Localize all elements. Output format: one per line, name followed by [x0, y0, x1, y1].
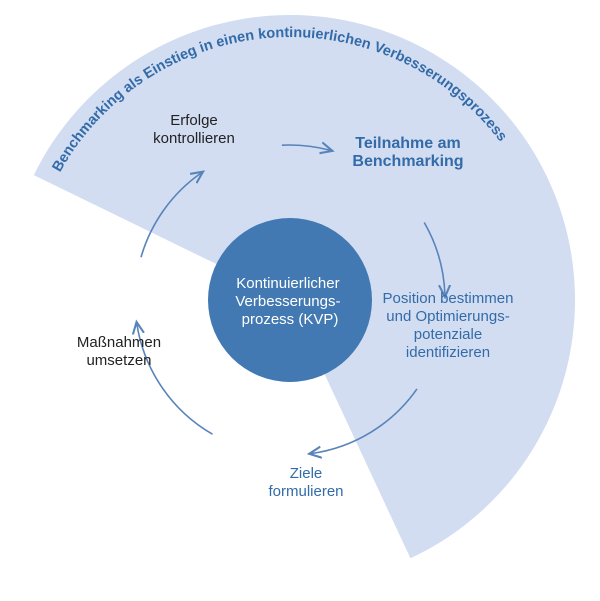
- step-ziele: Zieleformulieren: [268, 465, 343, 500]
- step-benchmarking: Teilnahme amBenchmarking: [352, 135, 463, 170]
- step-massnahmen: Maßnahmenumsetzen: [77, 334, 161, 369]
- center-label: Kontinuierlicher Verbesserungs- prozess …: [235, 275, 344, 328]
- cycle-diagram: Kontinuierlicher Verbesserungs- prozess …: [0, 0, 600, 601]
